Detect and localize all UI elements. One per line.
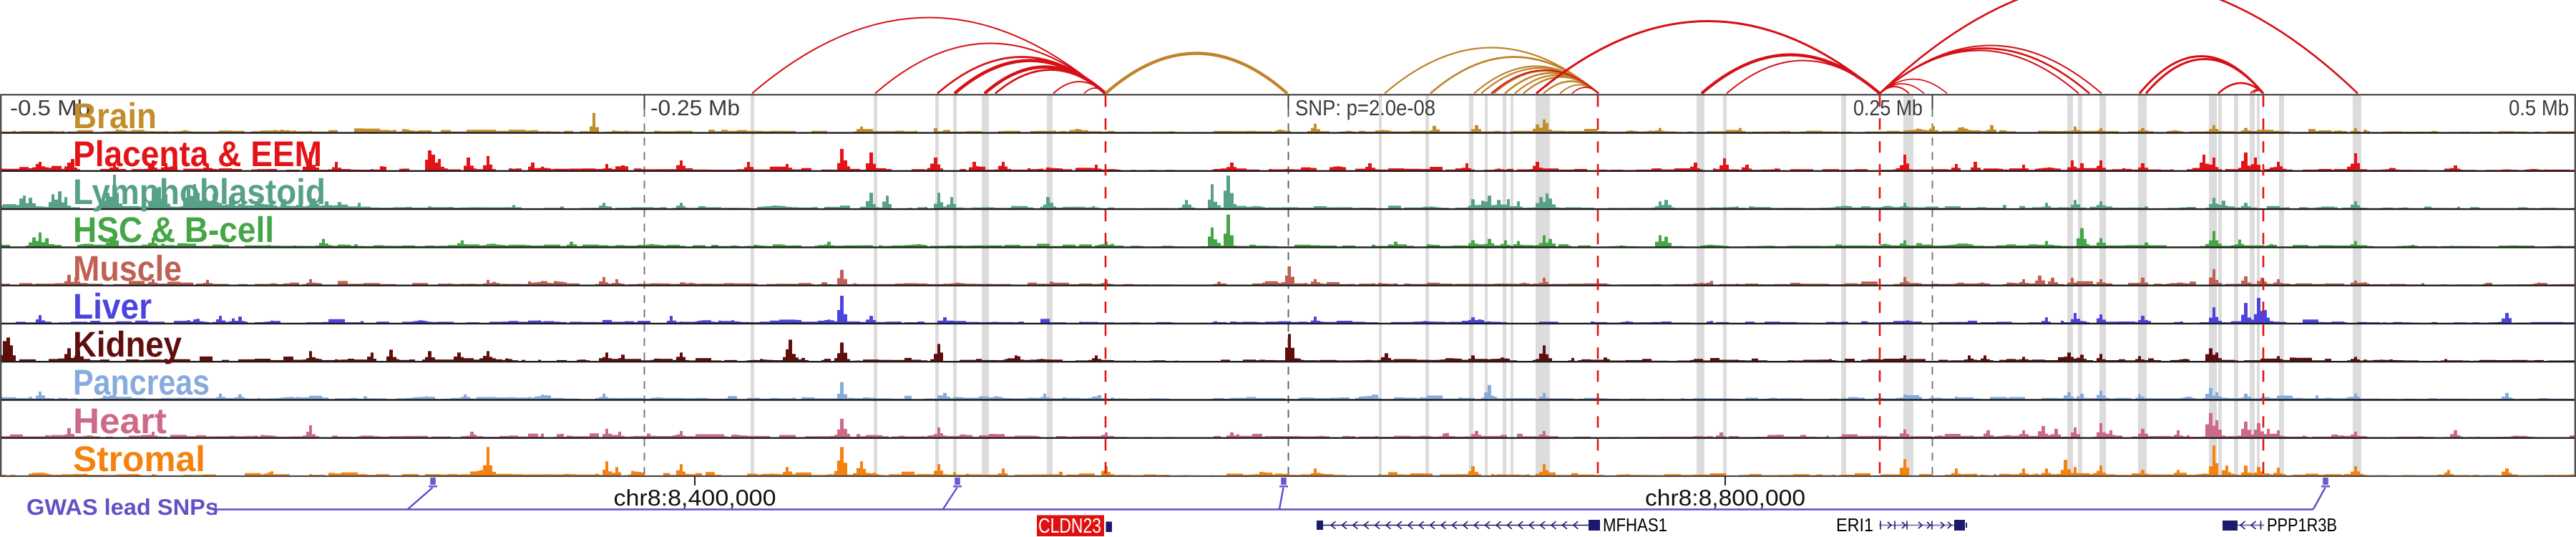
- svg-text:chr8:8,800,000: chr8:8,800,000: [1645, 485, 1805, 511]
- svg-text:CLDN23: CLDN23: [1038, 515, 1101, 537]
- svg-text:-0.5 Mb: -0.5 Mb: [10, 96, 90, 120]
- svg-text:Placenta & EEM: Placenta & EEM: [73, 134, 322, 174]
- svg-text:ERI1: ERI1: [1836, 514, 1873, 536]
- svg-text:PPP1R3B: PPP1R3B: [2267, 514, 2337, 536]
- svg-text:Stromal: Stromal: [73, 439, 205, 479]
- svg-text:chr8:8,400,000: chr8:8,400,000: [614, 485, 776, 511]
- svg-text:0.5 Mb: 0.5 Mb: [2509, 96, 2569, 120]
- svg-text:Pancreas: Pancreas: [73, 362, 210, 402]
- svg-text:Heart: Heart: [73, 401, 167, 441]
- svg-text:-0.25 Mb: -0.25 Mb: [650, 96, 740, 120]
- svg-text:Liver: Liver: [73, 286, 152, 326]
- svg-text:Brain: Brain: [73, 96, 157, 136]
- svg-text:Lymphoblastoid: Lymphoblastoid: [73, 172, 326, 212]
- svg-text:HSC & B-cell: HSC & B-cell: [73, 210, 274, 250]
- svg-text:GWAS lead SNPs: GWAS lead SNPs: [26, 494, 218, 520]
- svg-text:0.25 Mb: 0.25 Mb: [1853, 96, 1923, 120]
- svg-text:Kidney: Kidney: [73, 324, 182, 364]
- svg-text:Muscle: Muscle: [73, 248, 182, 289]
- svg-text:SNP: p=2.0e-08: SNP: p=2.0e-08: [1295, 96, 1435, 120]
- svg-text:MFHAS1: MFHAS1: [1603, 514, 1667, 536]
